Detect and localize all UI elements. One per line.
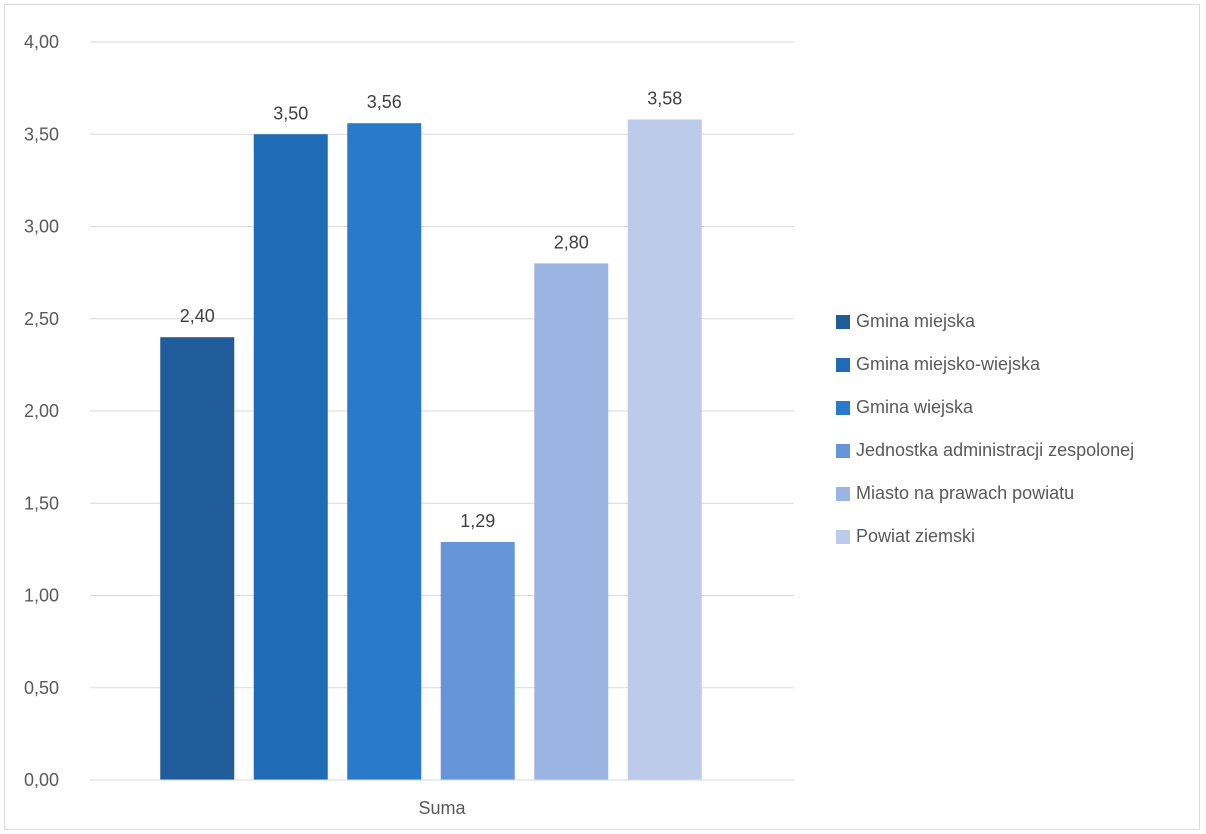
y-tick-label: 3,50 [24,124,59,144]
y-tick-label: 1,00 [24,586,59,606]
bar [627,119,702,781]
bar [347,123,422,781]
legend-swatch [836,443,850,458]
bar [534,263,609,780]
legend-label: Jednostka administracji zespolonej [856,440,1135,460]
bar [160,337,235,780]
legend: Gmina miejska Gmina miejsko-wiejska Gmin… [836,300,1134,558]
y-tick-label: 2,00 [24,401,59,421]
bar [253,134,328,780]
legend-label: Gmina miejsko-wiejska [856,354,1041,374]
y-tick-label: 3,00 [24,217,59,237]
legend-item: Gmina miejsko-wiejska [836,343,1134,386]
y-tick-label: 0,00 [24,770,59,790]
legend-swatch [836,400,850,415]
legend-item: Gmina miejska [836,300,1134,343]
y-tick-label: 2,50 [24,309,59,329]
data-label: 2,80 [554,232,589,252]
legend-label: Miasto na prawach powiatu [856,483,1075,503]
y-tick-label: 1,50 [24,493,59,513]
legend-label: Gmina wiejska [856,397,974,417]
legend-item: Powiat ziemski [836,515,1134,558]
chart-frame [4,4,1200,830]
legend-item: Miasto na prawach powiatu [836,472,1134,515]
x-tick-label: Suma [418,798,466,818]
legend-swatch [836,314,850,329]
bar [440,541,515,780]
legend-item: Jednostka administracji zespolonej [836,429,1134,472]
data-label: 3,58 [647,88,682,108]
data-label: 3,50 [273,103,308,123]
y-tick-label: 0,50 [24,678,59,698]
data-label: 3,56 [367,92,402,112]
legend-label: Gmina miejska [856,311,976,331]
data-label: 1,29 [460,511,495,531]
legend-label: Powiat ziemski [856,526,976,546]
legend-swatch [836,529,850,544]
legend-item: Gmina wiejska [836,386,1134,429]
data-label: 2,40 [180,306,215,326]
y-tick-label: 4,00 [24,32,59,52]
legend-swatch [836,357,850,372]
legend-swatch [836,486,850,501]
